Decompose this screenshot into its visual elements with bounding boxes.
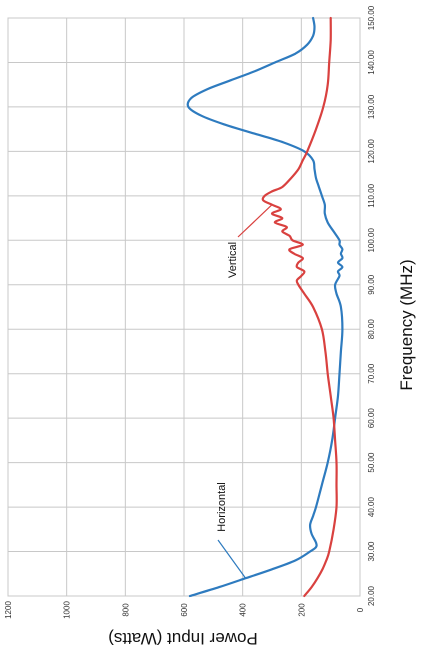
x-tick-label: 30.00	[367, 541, 376, 562]
annotation-label-vertical: Vertical	[227, 242, 239, 278]
y-tick-label: 400	[239, 603, 248, 617]
x-tick-label: 20.00	[367, 585, 376, 606]
x-tick-label: 120.00	[367, 139, 376, 164]
y-tick-label: 200	[297, 603, 306, 617]
x-tick-label: 60.00	[367, 408, 376, 429]
annotation-leader	[217, 539, 247, 579]
series-lines	[186, 16, 344, 598]
annotations: Horizontal Vertical	[216, 204, 273, 579]
y-tick-label: 1000	[63, 601, 72, 619]
x-tick-label: 90.00	[367, 274, 376, 295]
y-tick-labels: 0 200 400 600 800 1000 1200	[4, 601, 365, 619]
annotation-label-horizontal: Horizontal	[216, 482, 228, 532]
x-tick-label: 80.00	[367, 319, 376, 340]
x-tick-label: 140.00	[367, 50, 376, 75]
grid	[7, 17, 361, 597]
y-tick-label: 1200	[4, 601, 13, 619]
y-tick-label: 0	[356, 607, 365, 612]
x-tick-label: 40.00	[367, 497, 376, 518]
annotation-leader	[237, 204, 273, 238]
x-tick-label: 50.00	[367, 452, 376, 473]
series-line-horizontal	[186, 16, 344, 598]
plot-border	[7, 17, 361, 597]
x-tick-label: 100.00	[367, 228, 376, 253]
x-tick-labels: 20.00 30.00 40.00 50.00 60.00 70.00 80.00 90.00…	[367, 5, 376, 606]
x-tick-label: 110.00	[367, 183, 376, 207]
y-tick-label: 800	[121, 603, 130, 617]
x-axis-title: Frequency (MHz)	[397, 259, 416, 390]
y-axis-title: Power Input (Watts)	[108, 629, 258, 648]
x-tick-label: 70.00	[367, 363, 376, 384]
x-tick-label: 130.00	[367, 94, 376, 119]
y-tick-label: 600	[180, 603, 189, 617]
series-line-vertical	[261, 16, 338, 598]
x-tick-label: 150.00	[367, 5, 376, 30]
